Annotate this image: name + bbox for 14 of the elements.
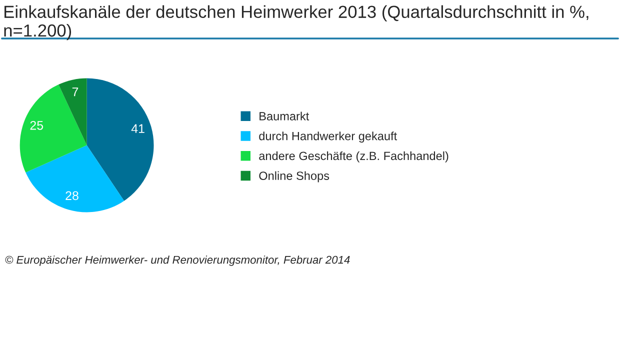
data-label: 28 [66, 191, 78, 200]
pie-slice [26, 145, 124, 212]
legend-label: durch Handwerker gekauft [259, 132, 397, 143]
data-label: 41 [131, 124, 144, 133]
chart-title: Einkaufskanäle der deutschen Heimwerker 2013 (Quartalsdurchschnitt in %, n=1.200) [4, 5, 588, 40]
pie-slice [86, 78, 154, 201]
data-label: 7 [72, 88, 78, 96]
legend-label: Online Shops [259, 171, 330, 182]
pie-slice [58, 78, 87, 146]
text: © Europäischer Heimwerker- und Renovierungsmonitor, Februar 2014 [5, 256, 350, 266]
legend-label: andere Geschäfte (z.B. Fachhandel) [259, 151, 448, 162]
data-label: 25 [30, 121, 44, 130]
legend-label: Baumarkt [260, 112, 310, 120]
pie-slice [20, 84, 87, 173]
